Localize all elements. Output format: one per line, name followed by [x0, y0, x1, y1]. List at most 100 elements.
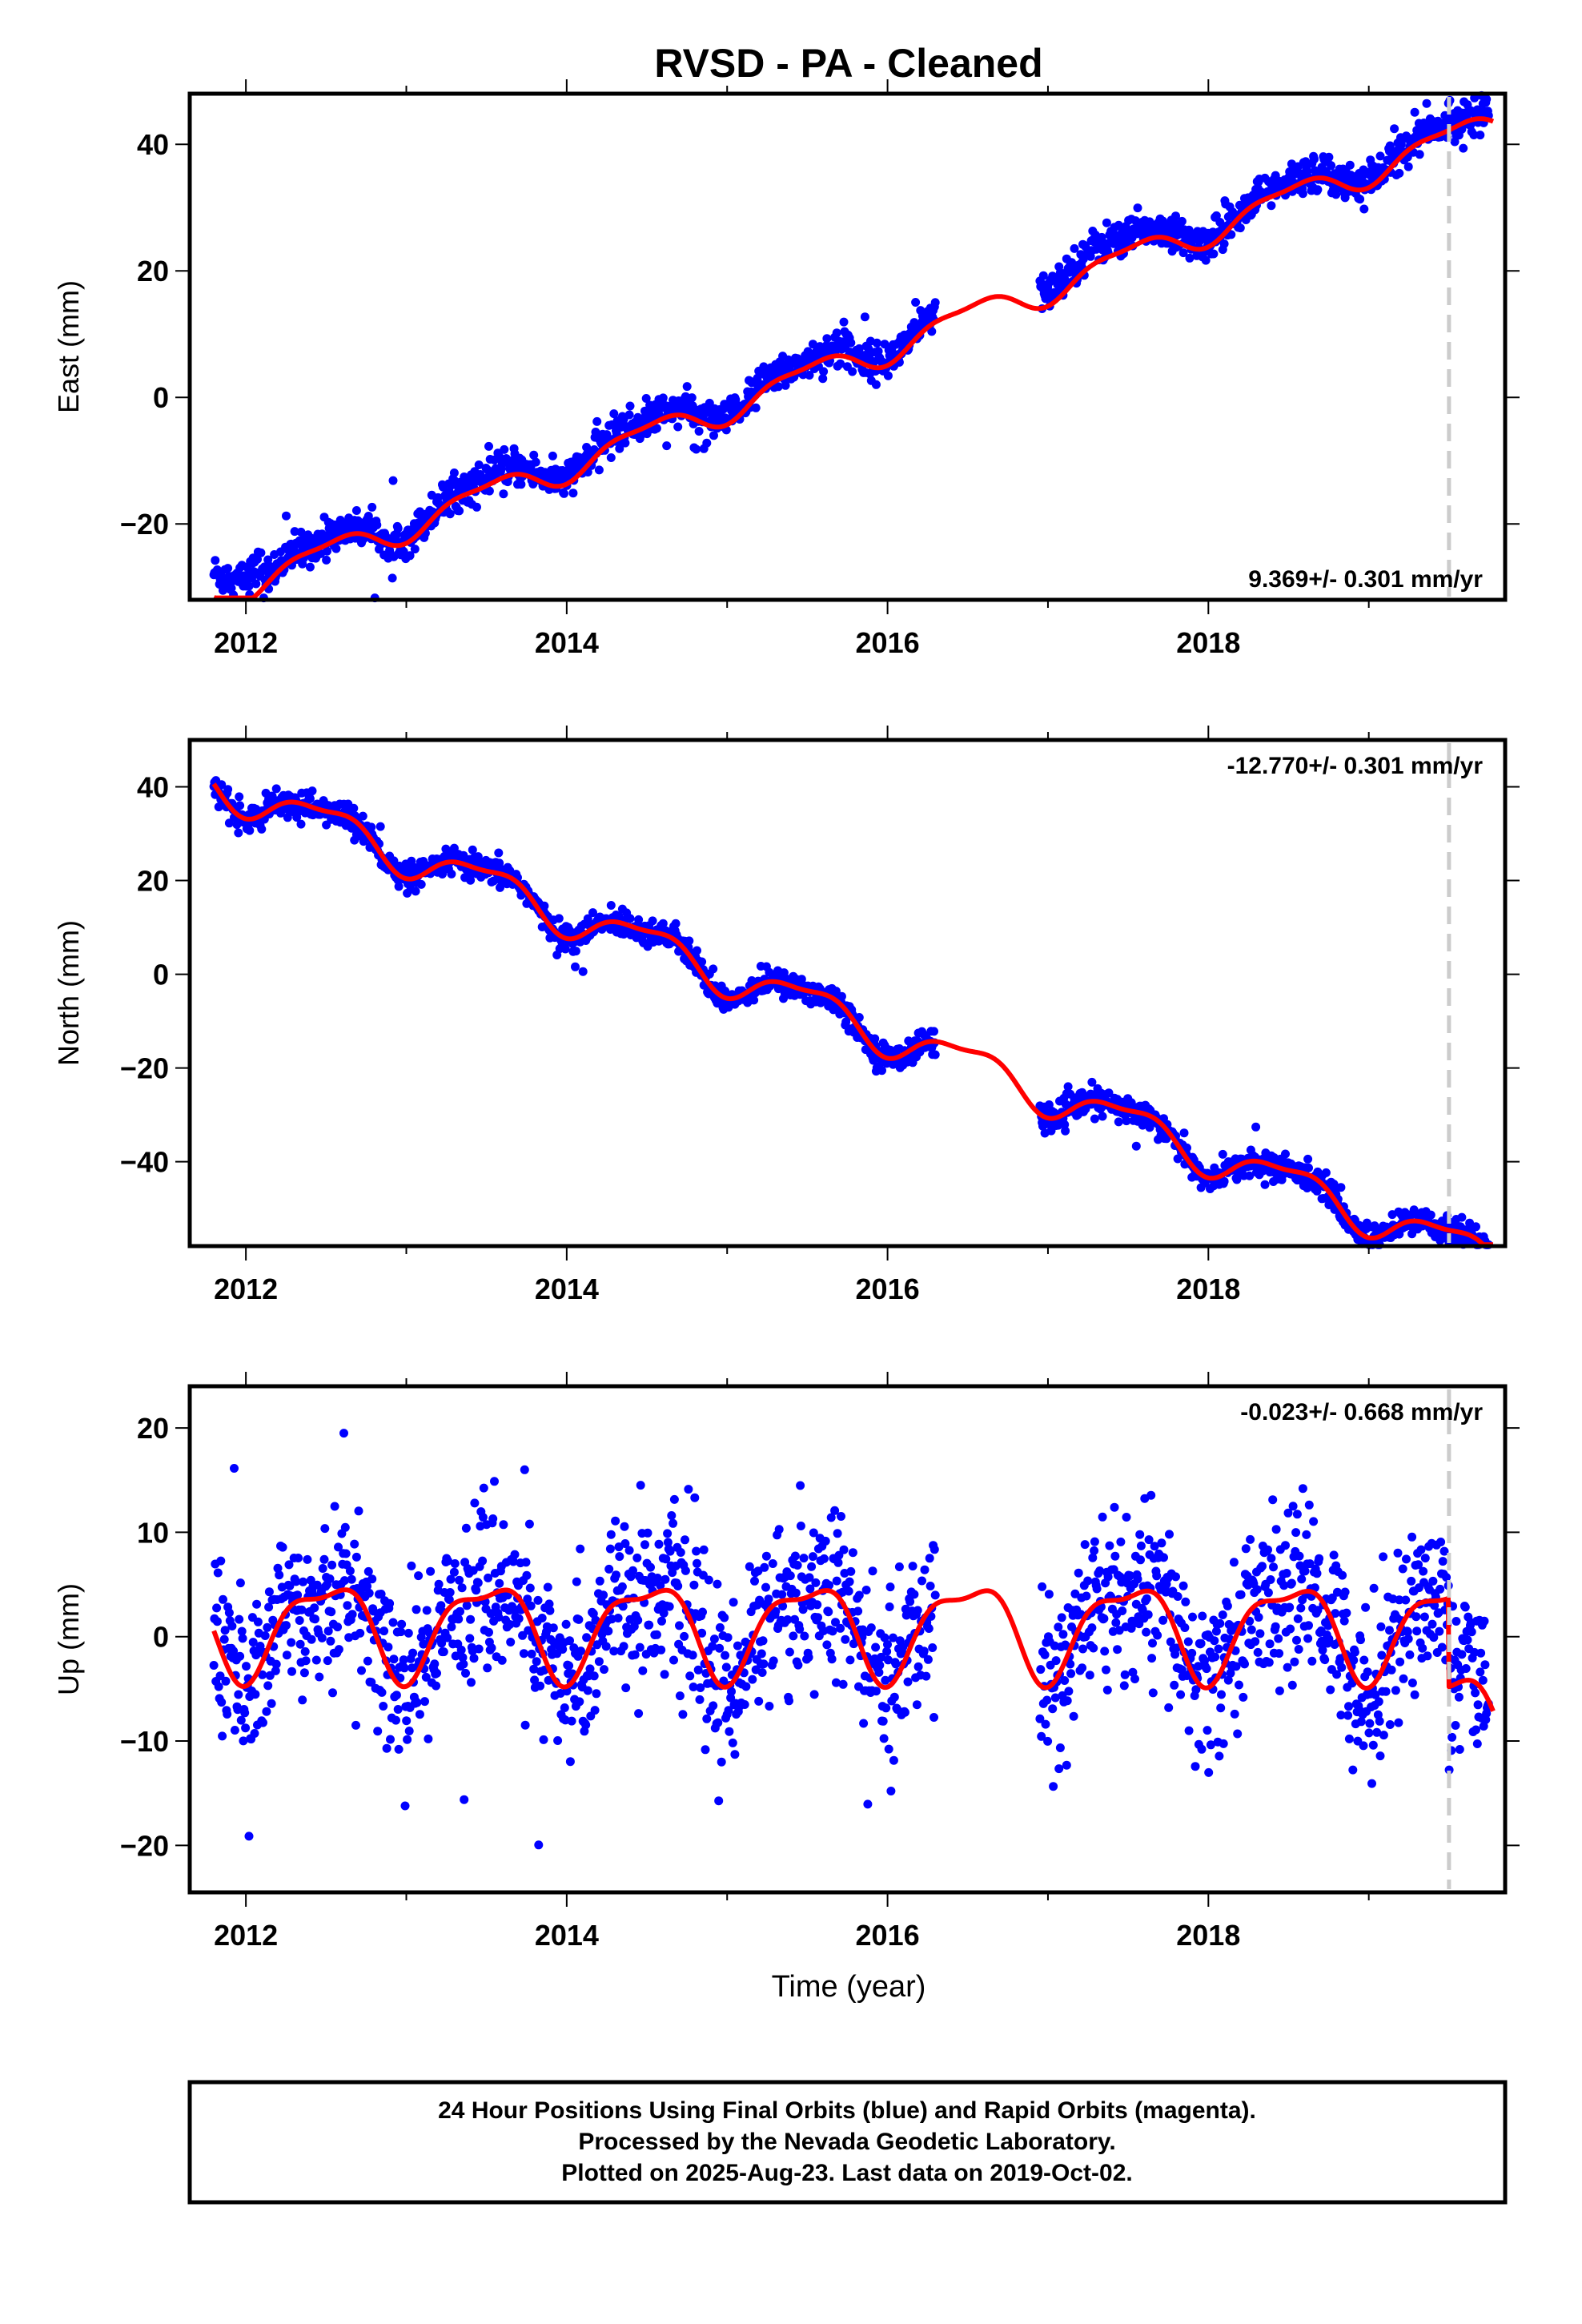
up-data-point: [572, 1577, 581, 1586]
up-data-point: [1136, 1541, 1146, 1550]
up-data-point: [1318, 1646, 1327, 1655]
up-data-point: [220, 1626, 230, 1635]
up-data-point: [1338, 1570, 1347, 1580]
up-data-point: [1264, 1658, 1274, 1667]
up-data-point: [293, 1590, 303, 1600]
up-data-point: [230, 1464, 239, 1473]
north-data-point: [1457, 1212, 1467, 1222]
up-data-point: [1165, 1530, 1174, 1539]
east-data-point: [848, 367, 857, 376]
up-data-point: [219, 1634, 229, 1644]
up-data-point: [1130, 1675, 1139, 1683]
up-data-point: [928, 1643, 938, 1652]
up-data-point: [828, 1626, 837, 1636]
up-data-point: [469, 1654, 479, 1663]
east-data-point: [1345, 160, 1355, 170]
east-data-point: [211, 556, 220, 565]
up-data-point: [1304, 1500, 1314, 1510]
up-data-point: [1066, 1669, 1076, 1679]
up-data-point: [724, 1706, 733, 1715]
up-data-point: [402, 1716, 412, 1726]
up-data-point: [388, 1618, 398, 1627]
north-data-point: [489, 876, 499, 886]
up-data-point: [1268, 1495, 1278, 1505]
up-data-point: [799, 1554, 809, 1563]
up-data-point: [1381, 1687, 1391, 1696]
up-data-point: [1377, 1651, 1387, 1660]
up-data-point: [1142, 1627, 1151, 1637]
up-data-point: [652, 1574, 662, 1582]
up-data-point: [1082, 1591, 1091, 1601]
up-data-point: [273, 1563, 283, 1573]
up-data-point: [701, 1745, 710, 1755]
up-data-point: [534, 1840, 544, 1850]
east-data-point: [484, 486, 494, 496]
up-data-point: [665, 1546, 675, 1556]
up-data-point: [1331, 1609, 1340, 1618]
up-data-point: [837, 1512, 845, 1521]
up-data-point: [315, 1672, 324, 1682]
east-x-tick-label: 2016: [856, 626, 920, 659]
up-data-point: [445, 1588, 455, 1597]
east-data-point: [331, 544, 341, 553]
up-data-point: [1297, 1574, 1307, 1584]
east-data-point: [620, 438, 630, 448]
up-data-point: [303, 1554, 312, 1564]
up-data-point: [298, 1695, 307, 1705]
up-data-point: [754, 1696, 764, 1706]
up-data-point: [795, 1624, 805, 1634]
north-data-point: [1336, 1183, 1346, 1192]
up-data-point: [640, 1540, 649, 1550]
up-data-point: [617, 1582, 627, 1591]
east-data-point: [1070, 243, 1079, 253]
up-data-point: [1405, 1650, 1415, 1659]
up-data-point: [224, 1608, 234, 1618]
up-data-point: [1327, 1593, 1337, 1602]
up-data-point: [1171, 1643, 1181, 1653]
up-data-point: [1271, 1525, 1281, 1534]
north-data-point: [1218, 1149, 1227, 1159]
up-data-point: [601, 1642, 611, 1651]
up-data-point: [1148, 1638, 1157, 1648]
up-data-point: [1191, 1685, 1201, 1695]
up-data-point: [769, 1656, 778, 1666]
up-data-point: [1105, 1541, 1114, 1550]
up-data-point: [778, 1602, 788, 1611]
figure-title: RVSD - PA - Cleaned: [654, 41, 1042, 86]
up-data-point: [845, 1655, 855, 1665]
up-data-point: [454, 1614, 464, 1624]
up-data-point: [783, 1615, 793, 1624]
up-data-point: [216, 1556, 226, 1566]
north-data-point: [671, 919, 681, 928]
up-data-point: [495, 1578, 504, 1588]
up-data-point: [713, 1718, 723, 1727]
up-data-point: [930, 1713, 938, 1722]
up-data-point: [235, 1578, 245, 1588]
up-data-point: [1111, 1618, 1121, 1627]
east-data-point: [832, 328, 841, 338]
up-data-point: [730, 1750, 740, 1759]
up-data-point: [461, 1668, 470, 1678]
up-data-point: [1295, 1551, 1304, 1561]
up-data-point: [813, 1600, 822, 1610]
east-data-point: [1355, 195, 1365, 204]
up-data-point: [407, 1561, 416, 1570]
up-data-point: [758, 1636, 768, 1646]
east-data-point: [641, 394, 651, 403]
north-data-point: [468, 845, 477, 854]
up-data-point: [323, 1626, 333, 1636]
north-data-point: [257, 824, 267, 834]
up-data-point: [761, 1551, 771, 1561]
up-data-point: [264, 1602, 274, 1612]
up-data-point: [234, 1690, 243, 1699]
north-y-tick-label: 40: [137, 771, 169, 804]
north-data-point: [1179, 1128, 1189, 1138]
up-data-point: [1070, 1589, 1080, 1598]
north-data-point: [1304, 1163, 1313, 1172]
up-data-point: [1057, 1613, 1066, 1622]
north-data-point: [1251, 1122, 1261, 1132]
east-data-point: [692, 444, 701, 454]
up-data-point: [633, 1615, 643, 1625]
north-x-tick-label: 2016: [856, 1273, 920, 1305]
up-data-point: [1204, 1767, 1214, 1777]
